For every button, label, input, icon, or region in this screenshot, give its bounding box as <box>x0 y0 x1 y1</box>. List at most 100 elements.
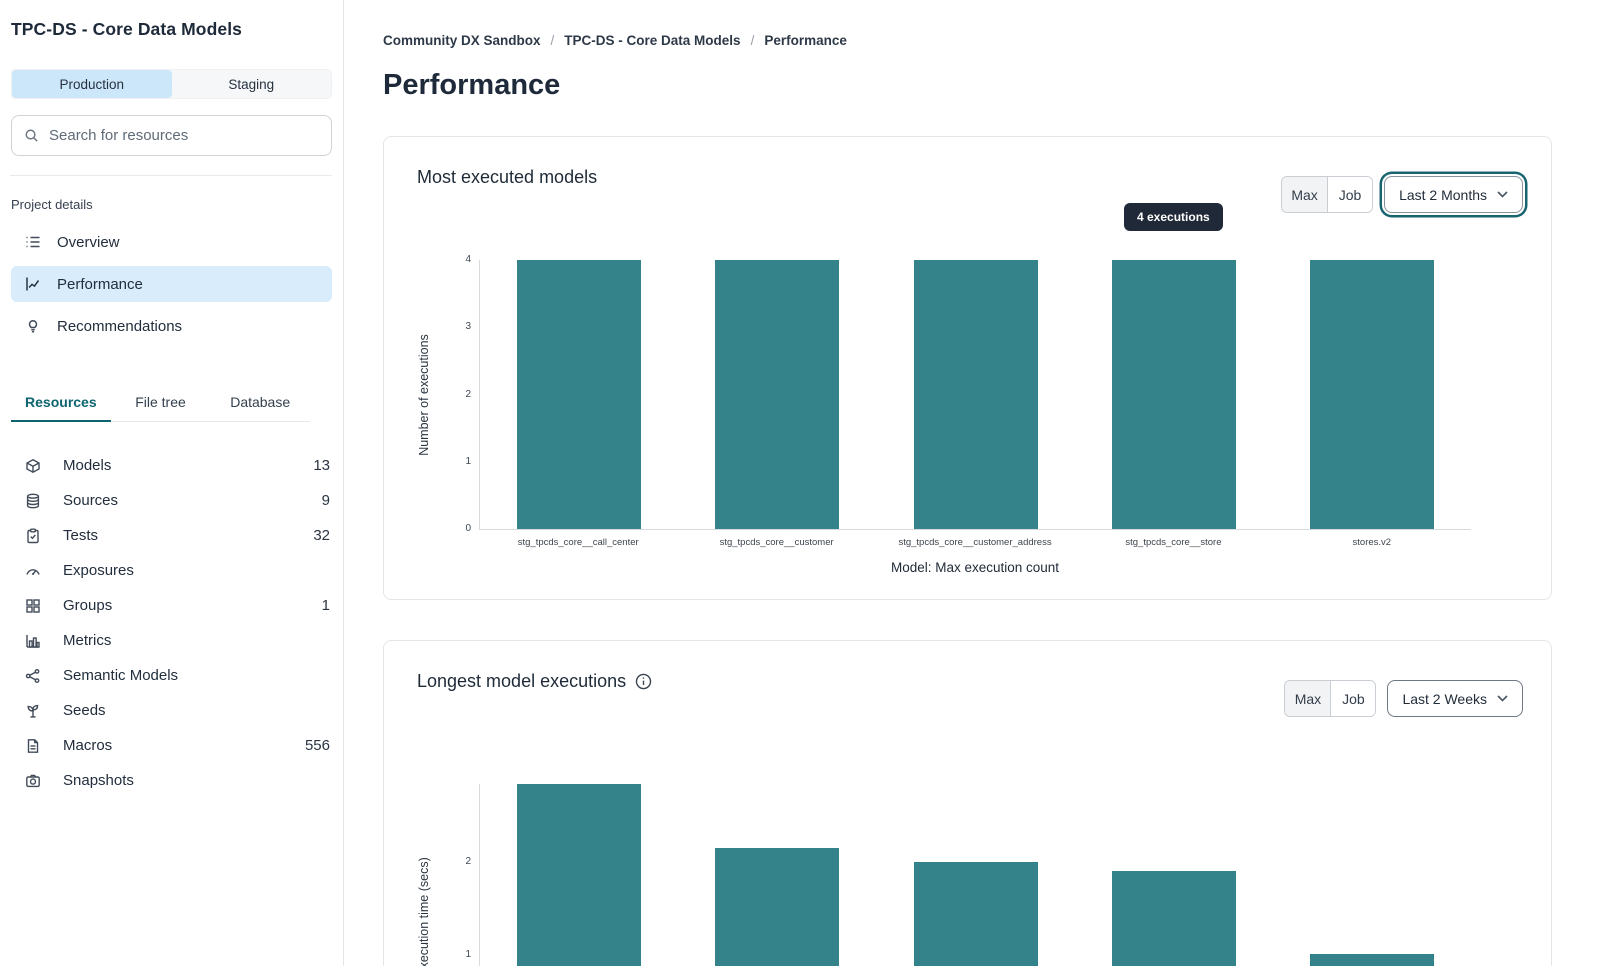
bar[interactable] <box>913 260 1038 529</box>
project-details-label: Project details <box>11 197 93 212</box>
tab-database[interactable]: Database <box>210 388 310 421</box>
chart-controls: Max Job Last 2 Months <box>1281 176 1523 213</box>
resource-item-snapshots[interactable]: Snapshots <box>11 763 332 798</box>
chevron-down-icon <box>1497 191 1508 198</box>
time-range-dropdown[interactable]: Last 2 Weeks <box>1387 680 1523 717</box>
breadcrumb-separator: / <box>550 33 555 48</box>
bar-slot <box>1075 784 1273 966</box>
chart-title: Most executed models <box>417 167 598 187</box>
x-axis-title: Model: Max execution count <box>890 560 1060 575</box>
resource-item-seeds[interactable]: Seeds <box>11 693 332 728</box>
cube-icon <box>25 458 41 474</box>
sidebar-item-performance[interactable]: Performance <box>11 266 332 302</box>
info-icon[interactable] <box>635 673 652 690</box>
breadcrumb-project[interactable]: TPC-DS - Core Data Models <box>564 33 741 48</box>
search-box[interactable] <box>11 115 332 156</box>
lightbulb-icon <box>25 318 41 334</box>
list-icon <box>25 234 41 250</box>
job-button[interactable]: Job <box>1330 681 1376 716</box>
database-icon <box>25 493 41 509</box>
camera-icon <box>25 773 41 789</box>
network-icon <box>25 668 41 684</box>
search-input[interactable] <box>49 127 319 144</box>
y-tick-label: 0 <box>465 523 471 534</box>
search-icon <box>24 128 40 143</box>
sidebar-item-recommendations[interactable]: Recommendations <box>11 308 332 344</box>
resource-label: Models <box>63 457 112 474</box>
tab-file-tree[interactable]: File tree <box>111 388 211 421</box>
bar-slot <box>876 260 1074 529</box>
clipboard-check-icon <box>25 528 41 544</box>
y-tick-label: 2 <box>465 388 471 400</box>
time-range-value: Last 2 Months <box>1399 186 1487 203</box>
resource-label: Semantic Models <box>63 667 179 684</box>
tab-production[interactable]: Production <box>12 70 172 98</box>
resource-item-metrics[interactable]: Metrics <box>11 623 332 658</box>
resource-label: Metrics <box>63 632 112 649</box>
bar[interactable] <box>1111 260 1236 529</box>
resource-label: Exposures <box>63 562 134 579</box>
bar-chart: Execution time (secs) 1 2 <box>417 784 1471 966</box>
resource-label: Groups <box>63 597 113 614</box>
sidebar: TPC-DS - Core Data Models Production Sta… <box>0 0 344 966</box>
time-range-dropdown[interactable]: Last 2 Months <box>1384 176 1523 213</box>
sidebar-item-overview[interactable]: Overview <box>11 224 332 260</box>
chart-controls: Max Job Last 2 Weeks <box>1284 680 1523 717</box>
main-content: Community DX Sandbox / TPC-DS - Core Dat… <box>345 0 1621 966</box>
seedling-icon <box>25 703 41 719</box>
max-button[interactable]: Max <box>1285 681 1331 716</box>
resource-item-tests[interactable]: Tests 32 <box>11 518 332 553</box>
bar-chart: Number of executions 0 1 2 3 4 <box>417 254 1471 534</box>
nav-label: Performance <box>57 275 143 293</box>
longest-model-executions-card: Longest model executions Max Job Last 2 … <box>383 640 1552 966</box>
project-title: TPC-DS - Core Data Models <box>11 19 242 39</box>
grid-icon <box>25 598 41 614</box>
bar[interactable] <box>715 847 840 966</box>
bar-slot <box>1075 260 1273 529</box>
chart-title: Longest model executions <box>417 671 652 692</box>
bar[interactable] <box>517 260 642 529</box>
max-button[interactable]: Max <box>1282 177 1328 212</box>
resource-count: 32 <box>313 527 330 544</box>
breadcrumb-current: Performance <box>764 33 847 48</box>
bar[interactable] <box>517 784 642 966</box>
nav-label: Overview <box>57 233 120 251</box>
resource-item-exposures[interactable]: Exposures <box>11 553 332 588</box>
resource-item-groups[interactable]: Groups 1 <box>11 588 332 623</box>
y-tick-label: 4 <box>465 254 471 265</box>
chevron-down-icon <box>1497 695 1508 702</box>
bar[interactable] <box>1309 953 1434 966</box>
y-tick-label: 2 <box>465 855 471 867</box>
resource-item-semantic-models[interactable]: Semantic Models <box>11 658 332 693</box>
job-button[interactable]: Job <box>1327 177 1373 212</box>
time-range-value: Last 2 Weeks <box>1402 690 1487 707</box>
bar[interactable] <box>1309 260 1434 529</box>
resource-item-macros[interactable]: Macros 556 <box>11 728 332 763</box>
resource-label: Macros <box>63 737 113 754</box>
file-icon <box>25 738 41 754</box>
chart-plot-area: Number of executions 0 1 2 3 4 stg_tpcds_cor… <box>417 254 1471 575</box>
resource-count: 9 <box>321 492 330 509</box>
x-category-label: stg_tpcds_core__store <box>1125 537 1222 548</box>
gauge-icon <box>25 563 41 579</box>
x-category-label: stg_tpcds_core__customer_address <box>898 537 1052 548</box>
bar-slot <box>1273 260 1471 529</box>
resource-label: Snapshots <box>63 772 134 789</box>
y-tick-label: 1 <box>465 455 471 467</box>
tab-staging[interactable]: Staging <box>172 70 332 98</box>
project-nav: Overview Performance Recomm <box>11 224 332 344</box>
bar[interactable] <box>715 260 840 529</box>
breadcrumb-account[interactable]: Community DX Sandbox <box>383 33 541 48</box>
nav-label: Recommendations <box>57 317 183 335</box>
resource-label: Seeds <box>63 702 106 719</box>
bar[interactable] <box>913 861 1038 966</box>
resource-item-models[interactable]: Models 13 <box>11 448 332 483</box>
tab-resources[interactable]: Resources <box>11 388 111 422</box>
resource-item-sources[interactable]: Sources 9 <box>11 483 332 518</box>
chart-tooltip: 4 executions <box>1124 203 1223 231</box>
sidebar-divider <box>10 175 332 176</box>
y-tick-label: 3 <box>465 321 471 333</box>
environment-toggle: Production Staging <box>11 69 332 99</box>
bar[interactable] <box>1111 871 1236 966</box>
view-toggle: Max Job <box>1284 680 1377 717</box>
